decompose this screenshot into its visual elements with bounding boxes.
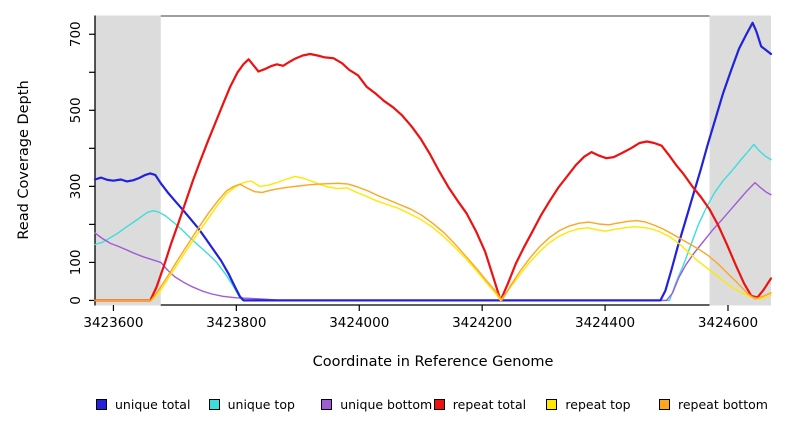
legend-swatch-unique-bottom: [321, 399, 333, 410]
y-tick-label: 0: [68, 296, 84, 305]
legend-label: unique total: [115, 397, 191, 412]
legend-item-unique-top: unique top: [208, 397, 295, 412]
y-tick-label: 300: [68, 173, 84, 199]
y-axis-title: Read Coverage Depth: [16, 80, 32, 240]
legend-item-repeat-top: repeat top: [546, 397, 631, 412]
legend-swatch-repeat-total: [433, 399, 445, 410]
legend-item-unique-total: unique total: [96, 397, 190, 412]
y-tick-label: 100: [68, 250, 84, 276]
legend-item-unique-bottom: unique bottom: [321, 397, 432, 412]
legend-label: repeat top: [565, 397, 631, 412]
legend-item-repeat-total: repeat total: [433, 397, 527, 412]
legend-label: repeat total: [452, 397, 527, 412]
x-tick-label: 3423800: [206, 315, 266, 331]
x-axis-title: Coordinate in Reference Genome: [312, 354, 554, 370]
x-tick-label: 3423600: [83, 315, 143, 331]
left-shaded-region: [95, 15, 161, 306]
y-tick-label: 700: [68, 21, 84, 47]
x-tick-label: 3424200: [452, 315, 512, 331]
x-tick-label: 3424400: [575, 315, 635, 331]
legend-label: repeat bottom: [678, 397, 768, 412]
series-line-unique-bottom: [94, 181, 772, 302]
legend-swatch-unique-top: [208, 399, 220, 410]
y-tick-label: 500: [68, 97, 84, 123]
series-line-unique-top: [94, 143, 772, 302]
series-line-unique-total: [93, 21, 773, 302]
x-tick-label: 3424000: [329, 315, 389, 331]
legend-label: unique top: [227, 397, 295, 412]
legend-swatch-repeat-bottom: [659, 399, 670, 410]
x-tick-label: 3424600: [698, 315, 758, 331]
series-line-repeat-bottom: [94, 182, 772, 302]
legend-label: unique bottom: [340, 397, 433, 412]
legend-swatch-repeat-top: [546, 399, 558, 410]
series-line-repeat-total: [93, 52, 773, 302]
series-line-repeat-top: [94, 175, 772, 302]
legend-swatch-unique-total: [96, 399, 107, 410]
legend: unique total unique top unique bottom repea…: [0, 397, 792, 421]
legend-item-repeat-bottom: repeat bottom: [659, 397, 768, 412]
